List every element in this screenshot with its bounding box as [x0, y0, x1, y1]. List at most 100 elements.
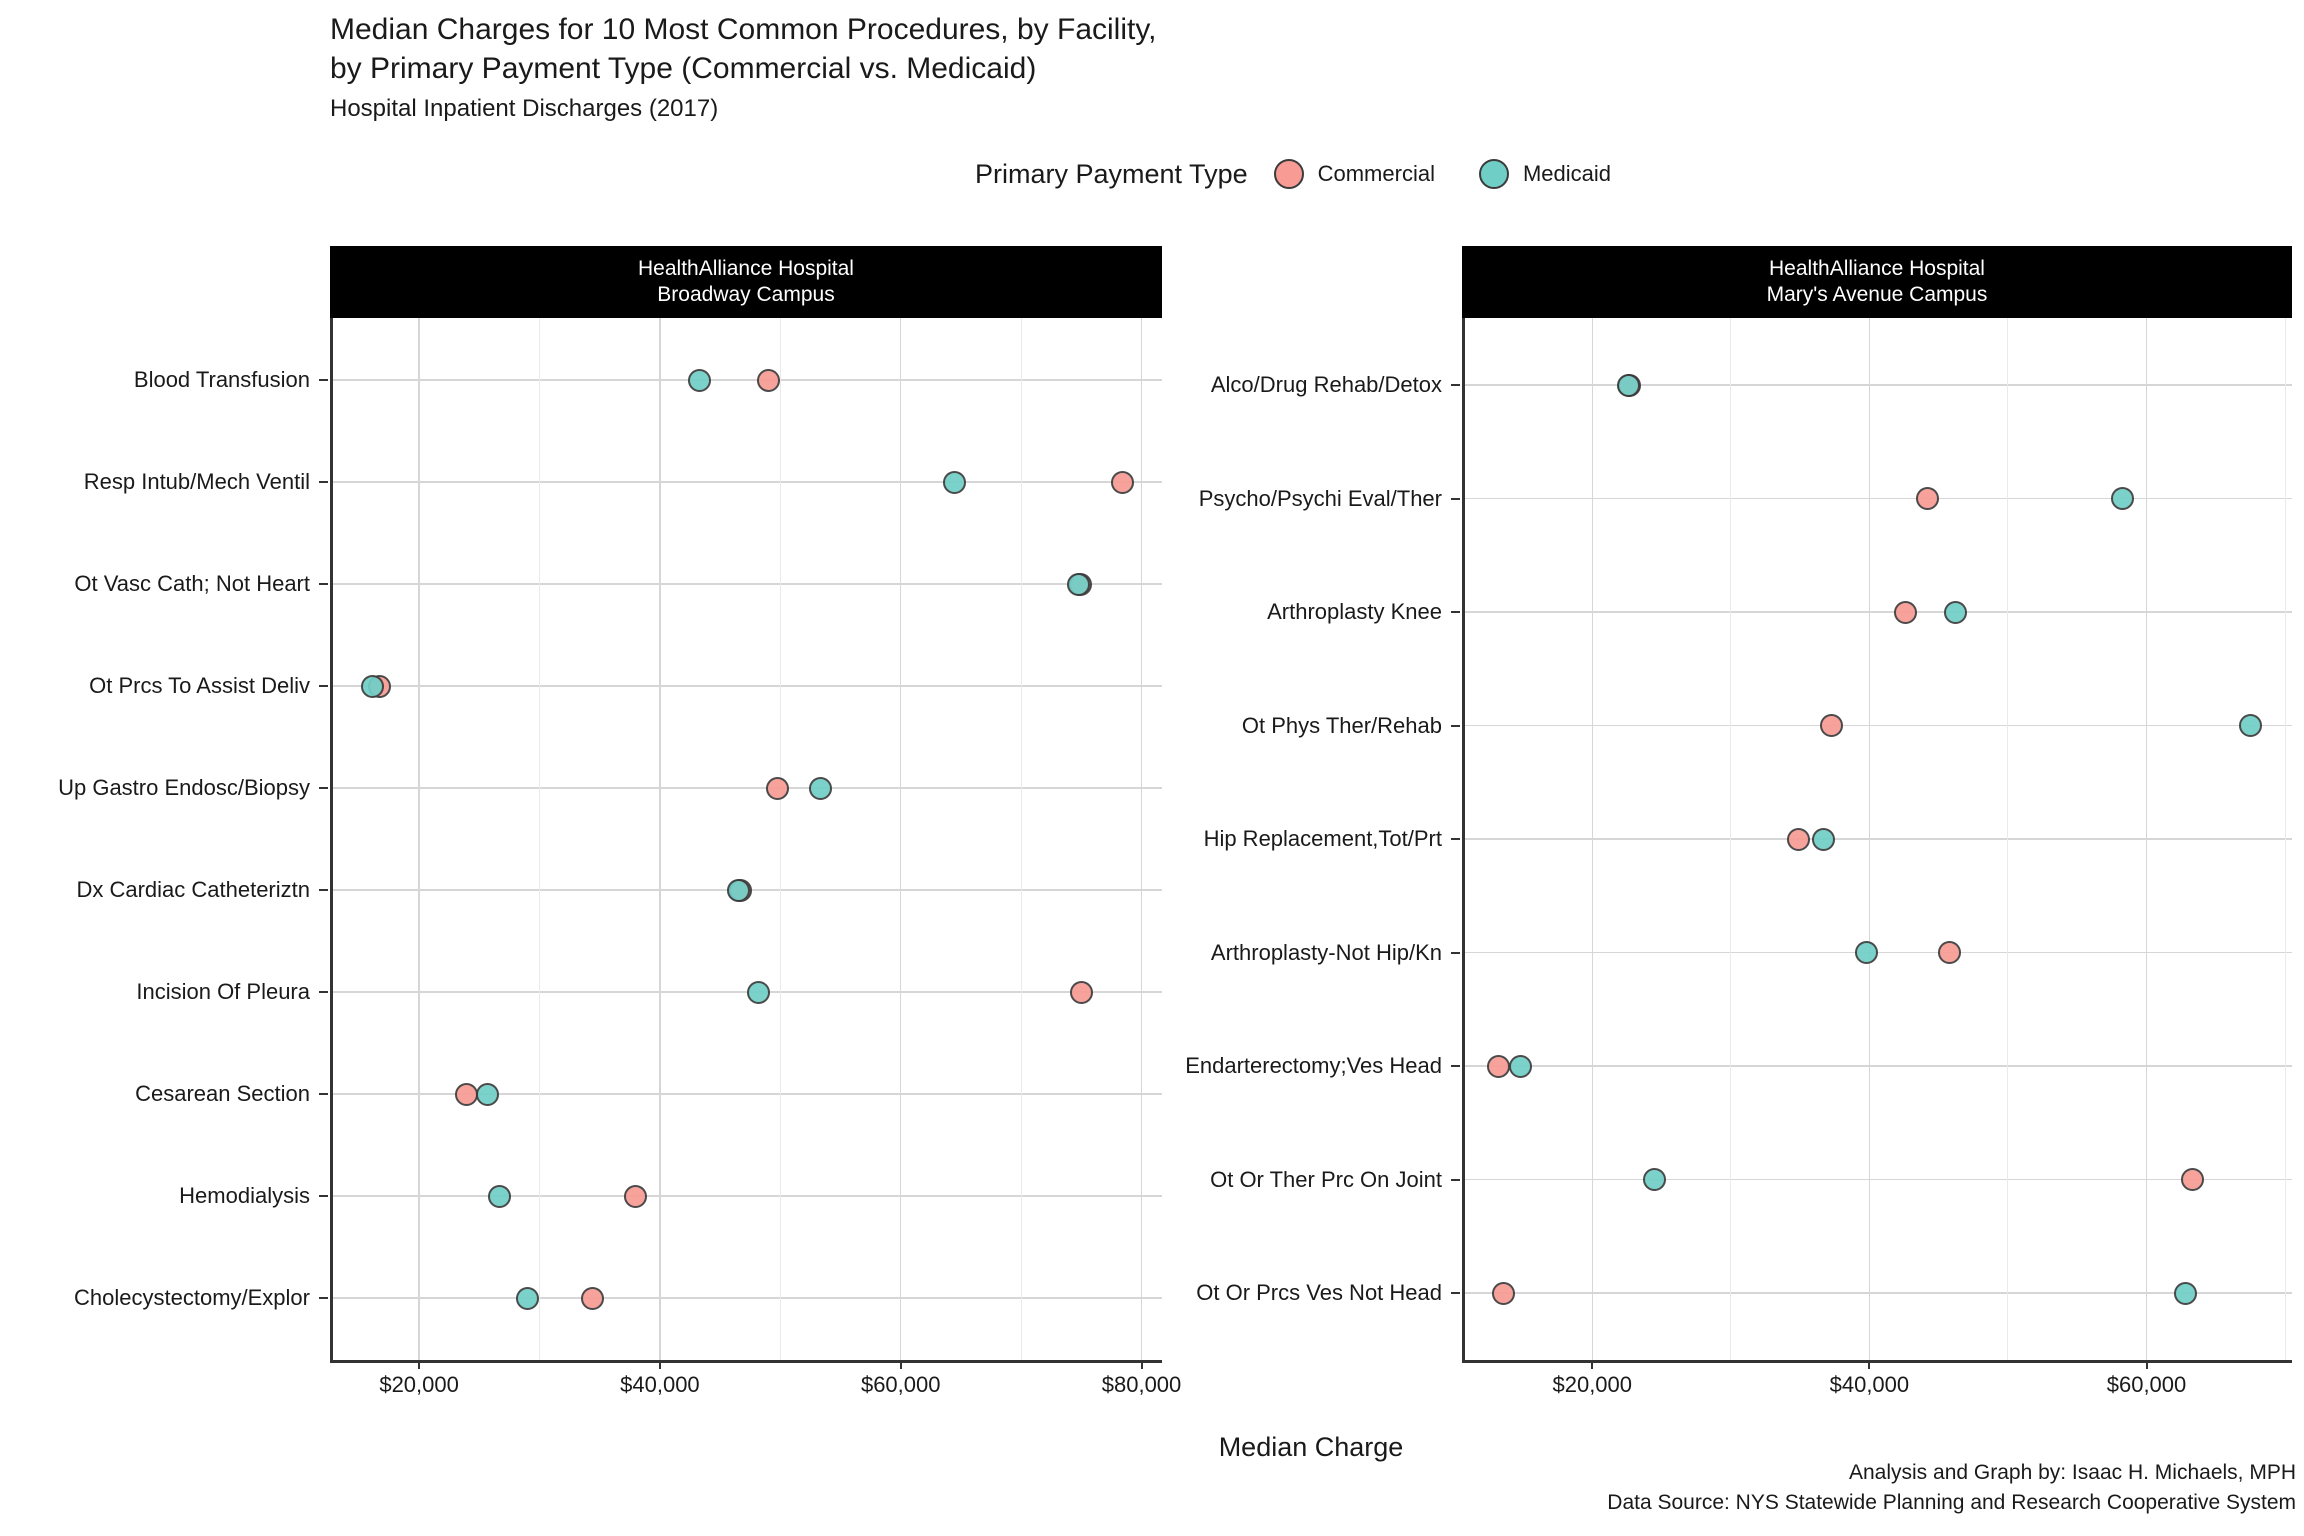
data-point-medicaid	[476, 1082, 500, 1106]
y-axis-category-label: Dx Cardiac Catheteriztn	[76, 877, 310, 902]
x-axis-tick	[1140, 1360, 1143, 1369]
legend-swatch-commercial-icon	[1273, 159, 1304, 189]
x-axis-tick-label: $40,000	[1829, 1372, 1910, 1397]
data-point-commercial	[1893, 600, 1917, 624]
y-axis-category-label: Alco/Drug Rehab/Detox	[1210, 372, 1442, 397]
gridline-major-x	[1868, 318, 1871, 1360]
y-axis-category-label: Ot Or Ther Prc On Joint	[1210, 1166, 1442, 1192]
y-axis-tick	[319, 991, 328, 993]
gridline-y	[330, 1093, 1162, 1095]
x-axis-tick	[1868, 1360, 1871, 1369]
x-axis-tick	[418, 1360, 421, 1369]
y-axis-tick	[1451, 1178, 1460, 1181]
y-axis-tick	[1451, 1065, 1460, 1067]
data-point-medicaid	[2173, 1281, 2197, 1305]
gridline-minor-x	[1730, 318, 1732, 1360]
y-axis-tick	[319, 1297, 328, 1299]
data-point-medicaid	[1943, 600, 1967, 624]
data-point-commercial	[1916, 487, 1940, 510]
y-axis-category-label: Resp Intub/Mech Ventil	[83, 469, 310, 494]
gridline-y	[1462, 1065, 2292, 1067]
data-point-commercial	[1787, 827, 1811, 851]
gridline-major-x	[1591, 318, 1593, 1360]
data-point-medicaid	[726, 878, 750, 902]
data-point-commercial	[1486, 1054, 1510, 1078]
gridline-minor-x	[779, 318, 781, 1360]
data-point-medicaid	[808, 776, 832, 800]
data-point-commercial	[2180, 1168, 2204, 1191]
y-axis-category-label: Psycho/Psychi Eval/Ther	[1198, 485, 1442, 511]
data-point-commercial	[454, 1082, 478, 1106]
y-axis-category-label: Up Gastro Endosc/Biopsy	[58, 775, 310, 800]
x-axis-tick	[899, 1360, 902, 1369]
gridline-y	[1462, 384, 2292, 386]
gridline-major-x	[2145, 318, 2148, 1360]
y-axis-tick	[1451, 1292, 1460, 1294]
gridline-y	[1462, 611, 2292, 613]
facet-header: HealthAlliance Hospital Mary's Avenue Ca…	[1462, 246, 2292, 318]
gridline-minor-x	[1020, 318, 1022, 1360]
gridline-y	[330, 685, 1162, 687]
y-axis-category-label: Arthroplasty Knee	[1267, 599, 1442, 624]
x-axis-line	[330, 1360, 1162, 1363]
x-axis-line	[1462, 1360, 2292, 1363]
y-axis-category-label: Ot Phys Ther/Rehab	[1241, 712, 1442, 738]
legend-label-medicaid: Medicaid	[1522, 161, 1612, 186]
y-axis-tick	[319, 481, 328, 483]
gridline-y	[330, 481, 1162, 483]
y-axis-tick	[1451, 497, 1460, 500]
data-point-medicaid	[2111, 487, 2135, 510]
plot-area	[330, 318, 1162, 1363]
gridline-major-x	[899, 318, 902, 1360]
gridline-minor-x	[2284, 318, 2286, 1360]
gridline-y	[1462, 724, 2292, 727]
legend-swatch-medicaid-icon	[1478, 159, 1509, 189]
data-point-medicaid	[515, 1286, 539, 1310]
gridline-y	[330, 1195, 1162, 1197]
data-point-commercial	[766, 776, 790, 800]
y-axis-tick	[319, 379, 328, 381]
y-axis-line	[330, 318, 333, 1360]
chart-subtitle: Hospital Inpatient Discharges (2017)	[330, 95, 719, 122]
data-point-medicaid	[1508, 1054, 1532, 1078]
gridline-y	[330, 379, 1162, 381]
data-point-commercial	[1110, 470, 1134, 494]
y-axis-tick	[1451, 724, 1460, 727]
y-axis-category-label: Cesarean Section	[135, 1081, 310, 1106]
y-axis-tick	[319, 787, 328, 789]
gridline-y	[1462, 1178, 2292, 1181]
x-axis-tick-label: $60,000	[860, 1372, 941, 1397]
gridline-y	[330, 1297, 1162, 1299]
data-point-medicaid	[360, 674, 384, 698]
x-axis-tick-label: $40,000	[620, 1372, 700, 1397]
y-axis-category-label: Ot Vasc Cath; Not Heart	[74, 571, 310, 596]
data-point-medicaid	[943, 470, 967, 494]
y-axis-category-label: Hemodialysis	[179, 1183, 310, 1208]
y-axis-tick	[1451, 951, 1460, 954]
data-point-commercial	[1820, 714, 1844, 737]
y-axis-tick	[1451, 384, 1460, 386]
y-axis-tick	[1451, 838, 1460, 840]
y-axis-category-label: Cholecystectomy/Explor	[74, 1285, 310, 1310]
gridline-major-x	[659, 318, 661, 1360]
gridline-y	[1462, 838, 2292, 840]
y-axis-category-label: Arthroplasty-Not Hip/Kn	[1210, 939, 1442, 965]
data-point-medicaid	[688, 368, 712, 392]
y-axis-tick	[1451, 611, 1460, 613]
chart-title: Median Charges for 10 Most Common Proced…	[330, 13, 1157, 85]
y-axis-tick	[319, 1195, 328, 1197]
data-point-commercial	[624, 1184, 648, 1208]
plot-area	[1462, 318, 2292, 1363]
data-point-medicaid	[2238, 714, 2262, 737]
data-point-medicaid	[1616, 373, 1640, 397]
gridline-major-x	[418, 318, 420, 1360]
y-axis-tick	[319, 1093, 328, 1095]
legend-title: Primary Payment Type	[975, 158, 1248, 189]
gridline-y	[330, 787, 1162, 789]
x-axis-tick-label: $20,000	[1552, 1372, 1633, 1397]
data-point-medicaid	[1855, 941, 1879, 964]
y-axis-category-label: Ot Or Prcs Ves Not Head	[1196, 1280, 1442, 1305]
data-point-medicaid	[747, 980, 771, 1004]
gridline-major-x	[1140, 318, 1143, 1360]
x-axis-tick	[2145, 1360, 2148, 1369]
